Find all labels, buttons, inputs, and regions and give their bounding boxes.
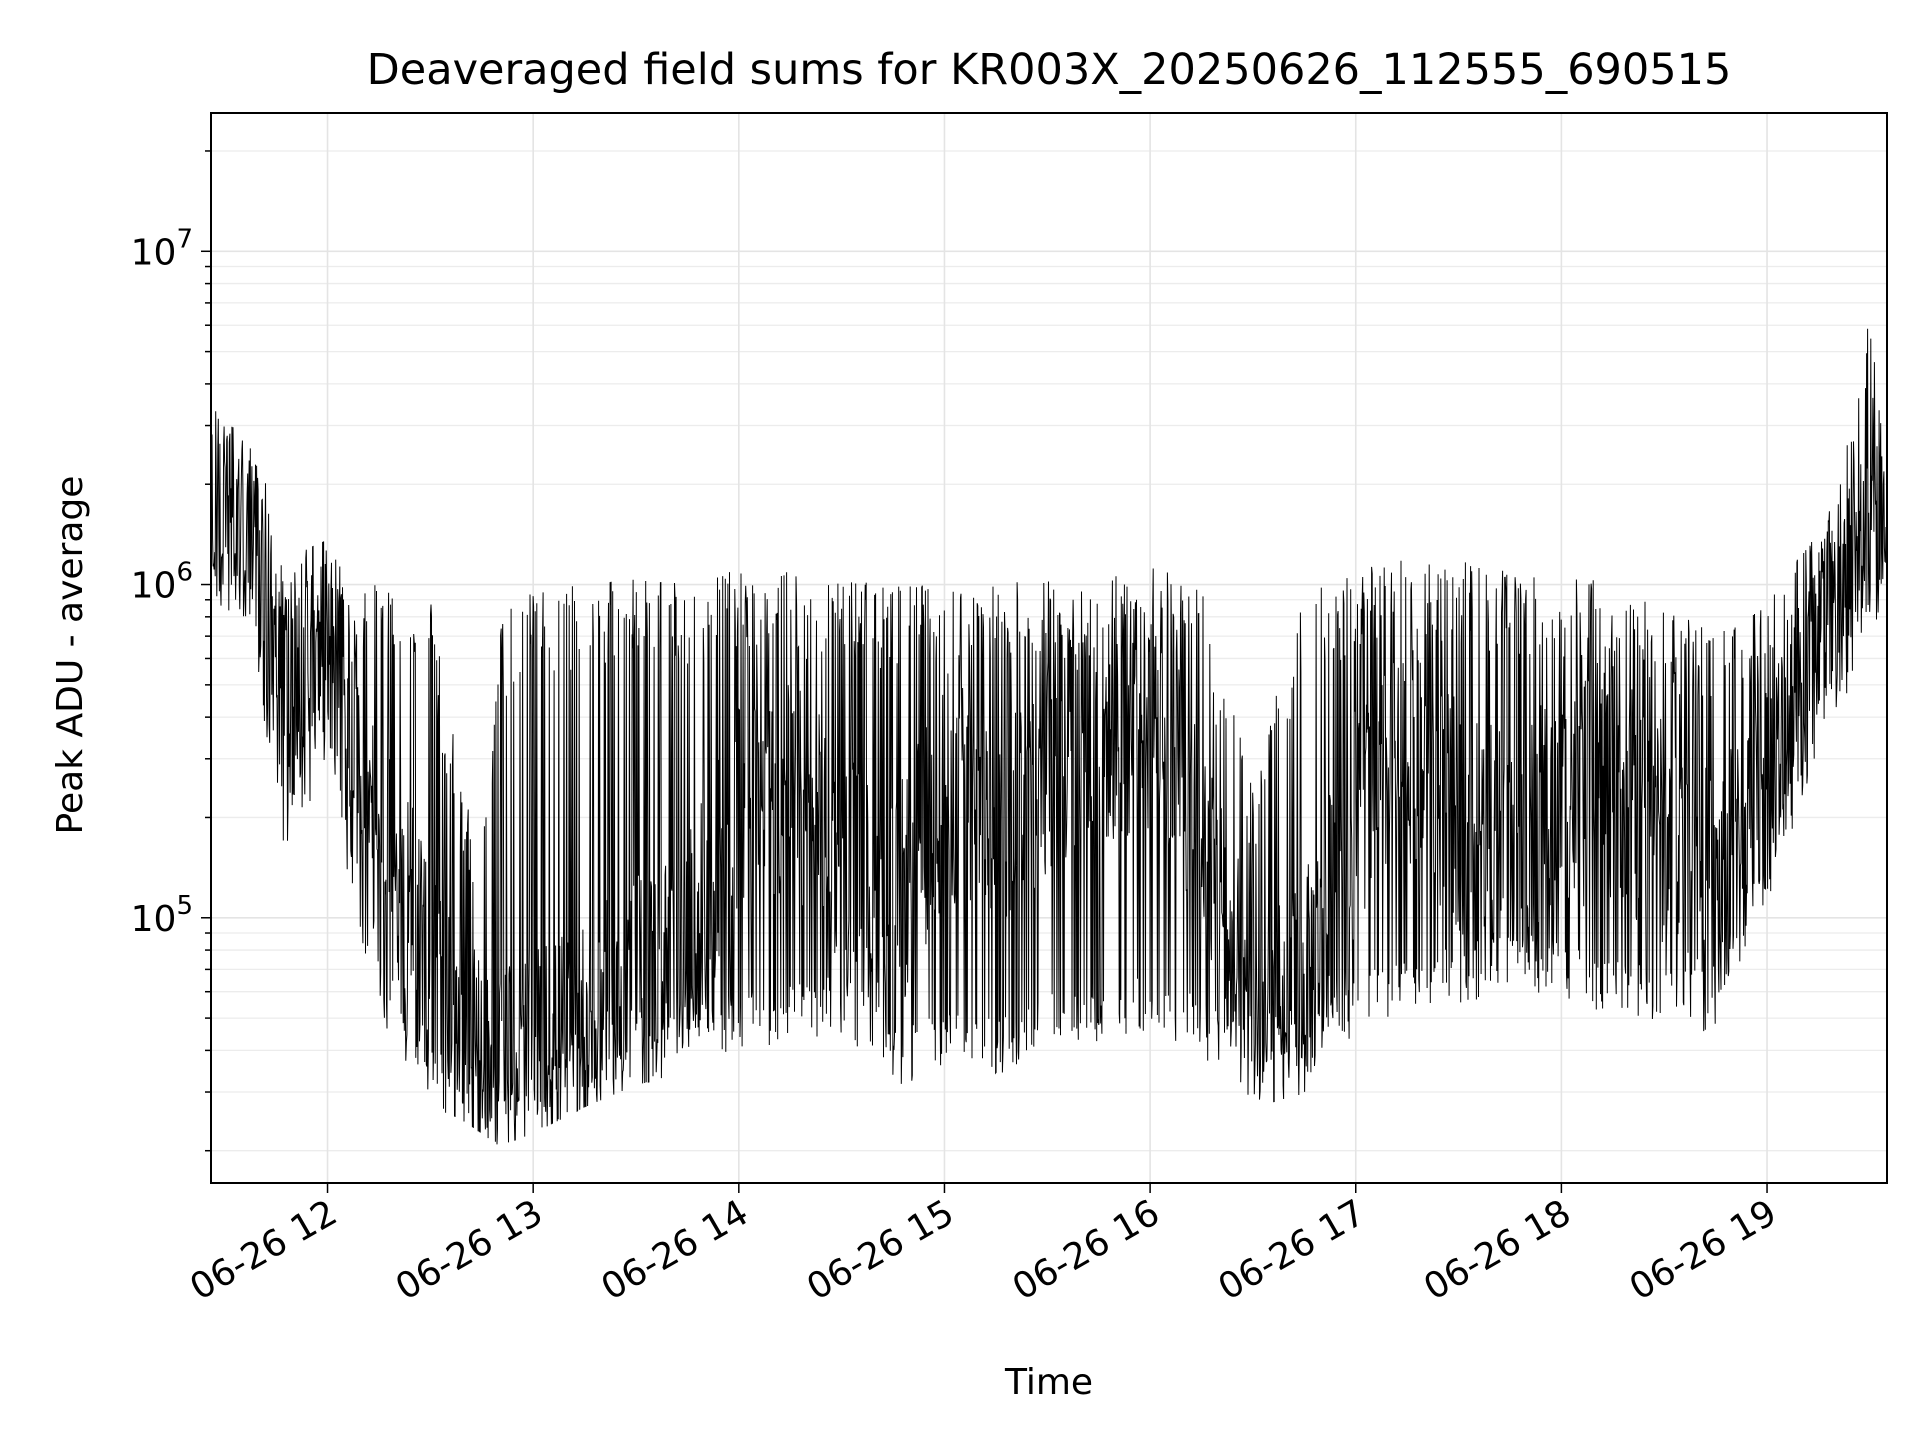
chart-title: Deaveraged field sums for KR003X_2025062… — [367, 45, 1732, 95]
y-axis-label: Peak ADU - average — [50, 476, 91, 835]
x-tick-label: 06-26 19 — [1623, 1192, 1784, 1308]
y-tick-exponent: 6 — [176, 558, 193, 588]
y-tick-label: 107 — [131, 224, 193, 273]
x-tick-label: 06-26 12 — [183, 1192, 344, 1308]
x-tick-label: 06-26 14 — [595, 1192, 756, 1308]
x-tick-label: 06-26 16 — [1006, 1192, 1167, 1308]
x-tick-label: 06-26 17 — [1212, 1192, 1373, 1308]
y-tick-exponent: 7 — [176, 224, 193, 254]
y-tick-label: 106 — [131, 558, 193, 607]
y-tick-exponent: 5 — [176, 891, 193, 921]
x-axis-label: Time — [1004, 1362, 1093, 1403]
x-tick-label: 06-26 13 — [389, 1192, 550, 1308]
y-tick-label: 105 — [131, 891, 193, 940]
x-axis-ticks: 06-26 12 06-26 13 06-26 14 06-26 15 06-26 16… — [183, 1183, 1784, 1309]
series-layer — [210, 328, 1888, 1145]
plot-frame — [210, 112, 1888, 1184]
y-tick-base: 10 — [131, 566, 177, 607]
y-tick-base: 10 — [131, 899, 177, 940]
series-line-0 — [210, 328, 1888, 1145]
x-tick-label: 06-26 18 — [1417, 1192, 1578, 1308]
x-tick-label: 06-26 15 — [800, 1192, 961, 1308]
y-tick-base: 10 — [131, 232, 177, 273]
